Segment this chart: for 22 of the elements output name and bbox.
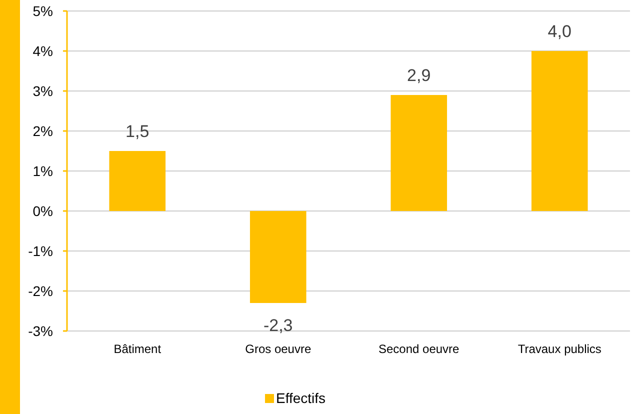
legend-label: Effectifs xyxy=(276,390,326,406)
x-tick-label: Bâtiment xyxy=(114,342,162,356)
y-tick-label: 5% xyxy=(32,3,53,19)
y-tick-label: -3% xyxy=(28,323,53,339)
y-tick-label: 4% xyxy=(32,43,53,59)
y-tick-label: 0% xyxy=(32,203,53,219)
data-label: 1,5 xyxy=(126,122,150,141)
x-tick-label: Second oeuvre xyxy=(378,342,460,356)
y-tick-label: 2% xyxy=(32,123,53,139)
y-tick-label: 3% xyxy=(32,83,53,99)
bar xyxy=(250,211,306,303)
x-tick-label: Travaux publics xyxy=(518,342,602,356)
bar xyxy=(390,95,448,211)
x-tick-label: Gros oeuvre xyxy=(245,342,312,356)
y-tick-label: 1% xyxy=(32,163,53,179)
bar xyxy=(109,151,166,211)
data-label: -2,3 xyxy=(263,316,293,335)
y-tick-label: -2% xyxy=(28,283,53,299)
bar xyxy=(531,51,588,211)
data-label: 2,9 xyxy=(407,66,431,85)
y-tick-label: -1% xyxy=(28,243,53,259)
data-label: 4,0 xyxy=(548,22,572,41)
